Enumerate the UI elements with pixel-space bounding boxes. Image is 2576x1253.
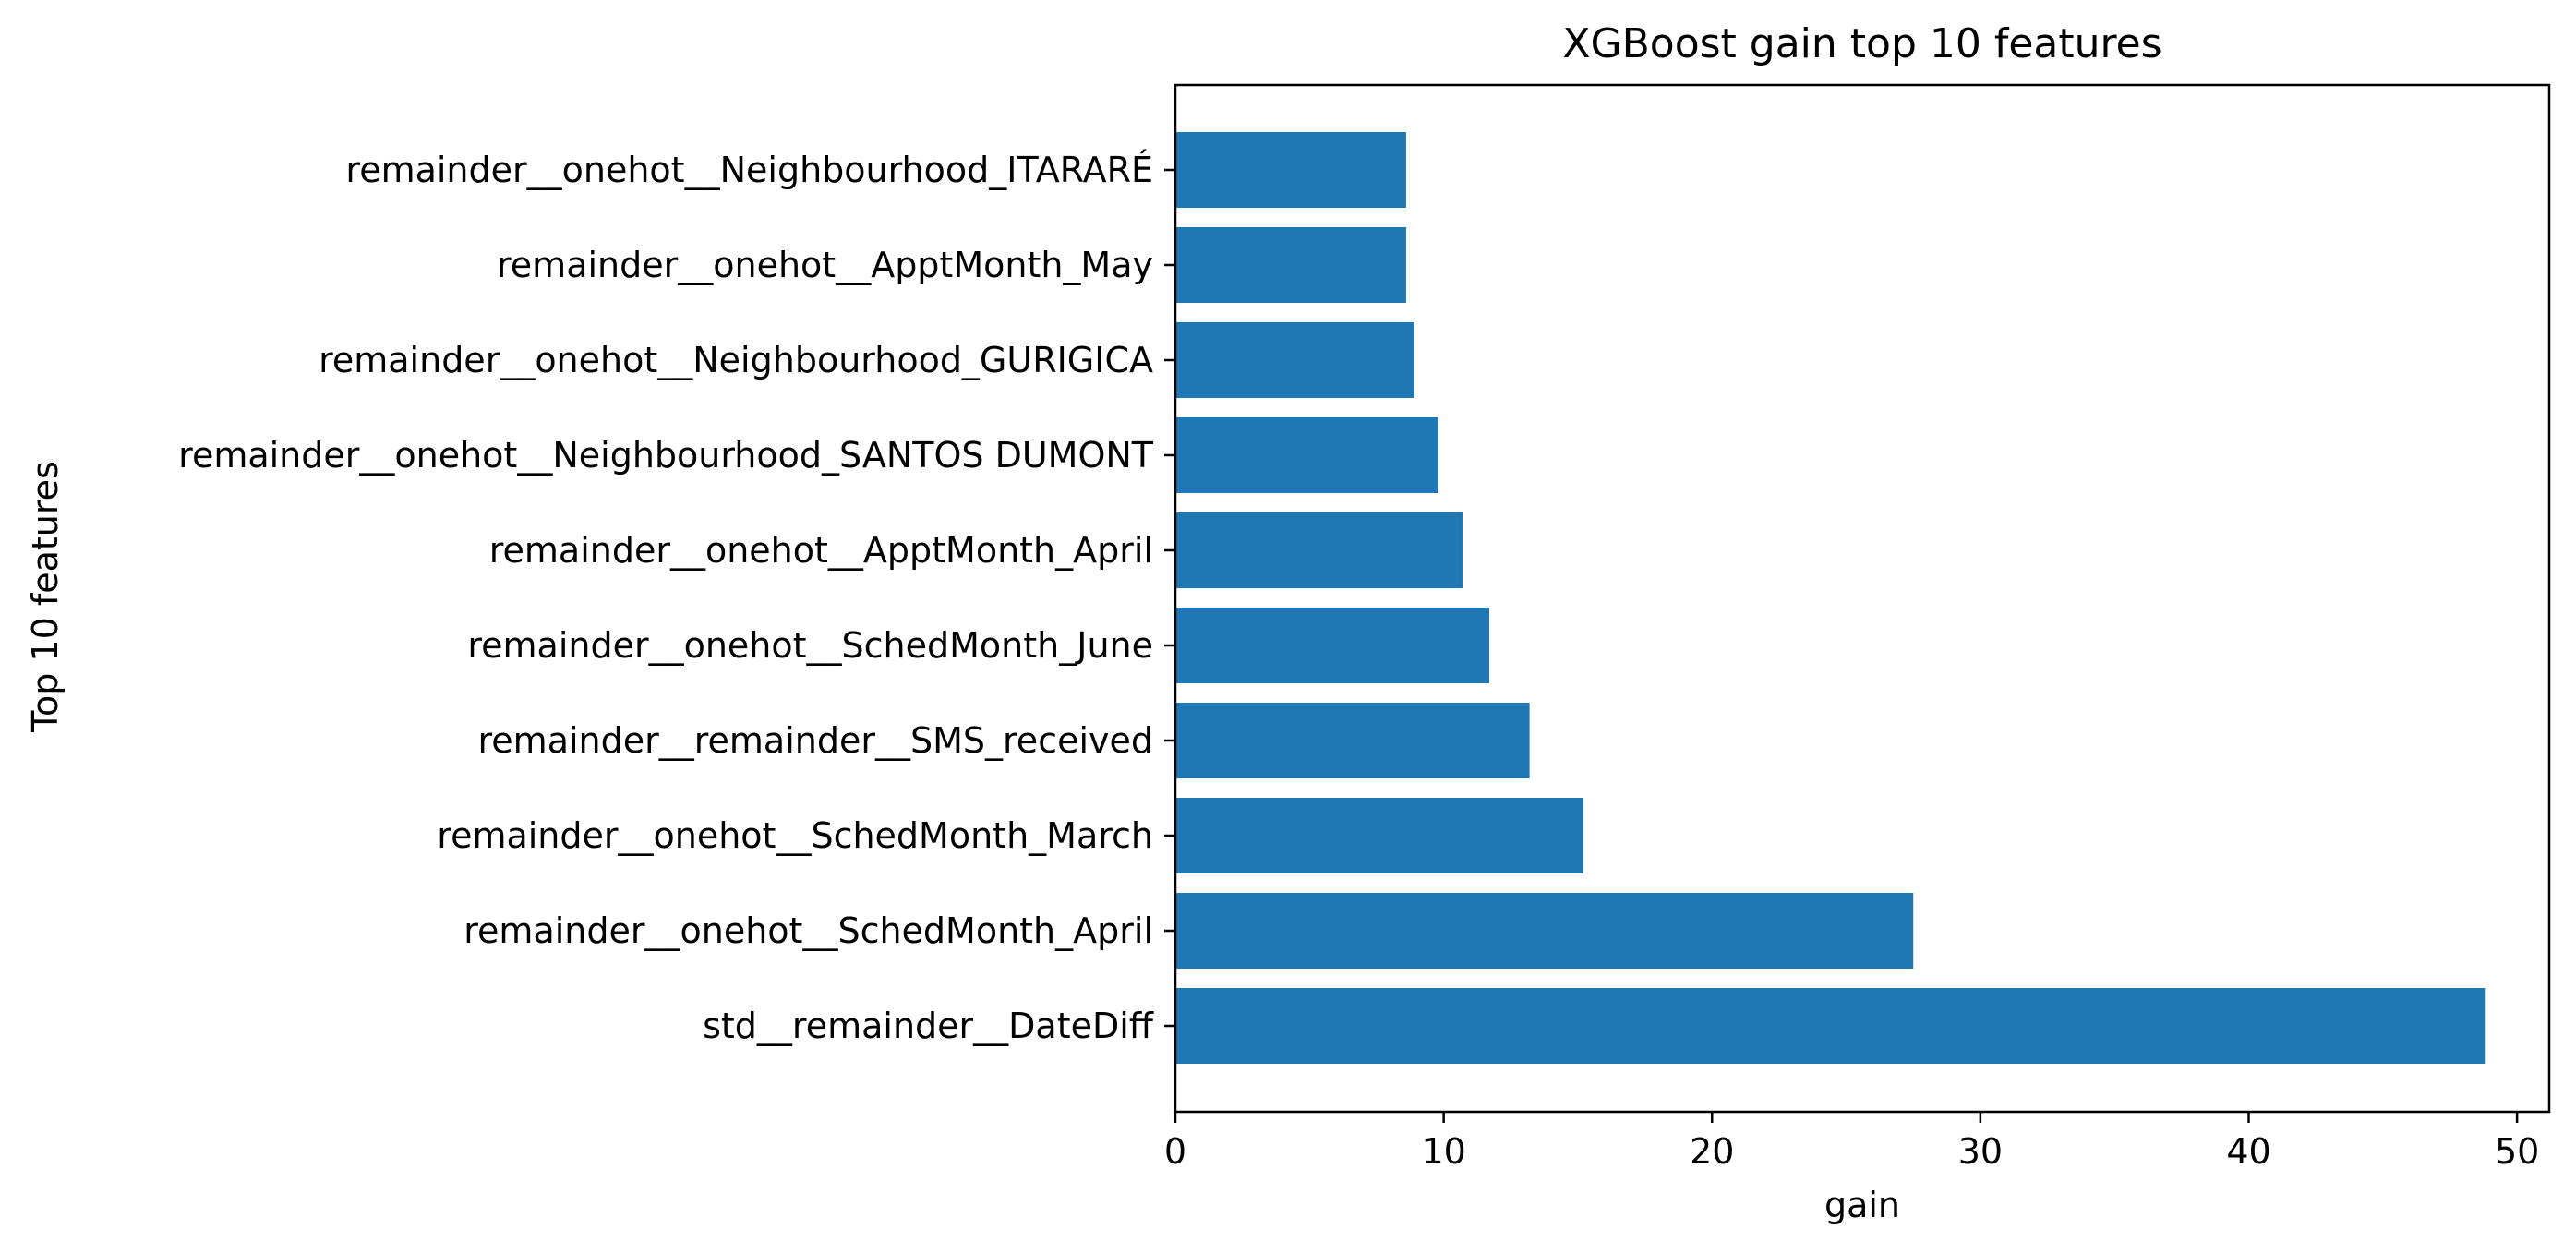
x-tick-label: 30	[1958, 1131, 2003, 1172]
plot-frame	[1174, 83, 2551, 1114]
y-tick-label: remainder__onehot__SchedMonth_April	[463, 910, 1153, 951]
bar	[1175, 227, 1406, 303]
y-tick-label: std__remainder__DateDiff	[703, 1006, 1154, 1046]
chart-title: XGBoost gain top 10 features	[1562, 20, 2161, 67]
y-tick-label: remainder__onehot__Neighbourhood_GURIGIC…	[319, 340, 1153, 380]
y-tick-label: remainder__onehot__ApptMonth_May	[497, 245, 1153, 285]
y-tick-label: remainder__onehot__ApptMonth_April	[489, 530, 1153, 571]
y-tick-label: remainder__remainder__SMS_received	[478, 720, 1153, 761]
bar	[1175, 988, 2486, 1064]
x-axis-label: gain	[1824, 1185, 1900, 1225]
bar	[1175, 798, 1583, 873]
x-tick-label: 0	[1164, 1131, 1186, 1172]
bar	[1175, 893, 1914, 969]
x-tick-label: 10	[1421, 1131, 1465, 1172]
y-tick-label: remainder__onehot__Neighbourhood_ITARARÉ	[345, 150, 1153, 190]
bars	[1175, 132, 2486, 1064]
y-tick-label: remainder__onehot__Neighbourhood_SANTOS …	[178, 435, 1154, 476]
x-tick-label: 40	[2226, 1131, 2270, 1172]
y-tick-labels: remainder__onehot__Neighbourhood_ITARARÉ…	[178, 150, 1175, 1046]
x-tick-label: 50	[2495, 1131, 2539, 1172]
bar	[1175, 132, 1406, 208]
bar	[1175, 512, 1463, 588]
x-ticks: 0 10 20 30 40 50	[1164, 1112, 2539, 1172]
bar	[1175, 608, 1490, 683]
y-tick-label: remainder__onehot__SchedMonth_March	[437, 815, 1153, 856]
x-tick-label: 20	[1690, 1131, 1734, 1172]
bar	[1175, 417, 1438, 493]
bar	[1175, 322, 1414, 398]
y-axis-label: Top 10 features	[25, 461, 66, 733]
y-tick-label: remainder__onehot__SchedMonth_June	[467, 625, 1153, 666]
bar	[1175, 703, 1530, 778]
